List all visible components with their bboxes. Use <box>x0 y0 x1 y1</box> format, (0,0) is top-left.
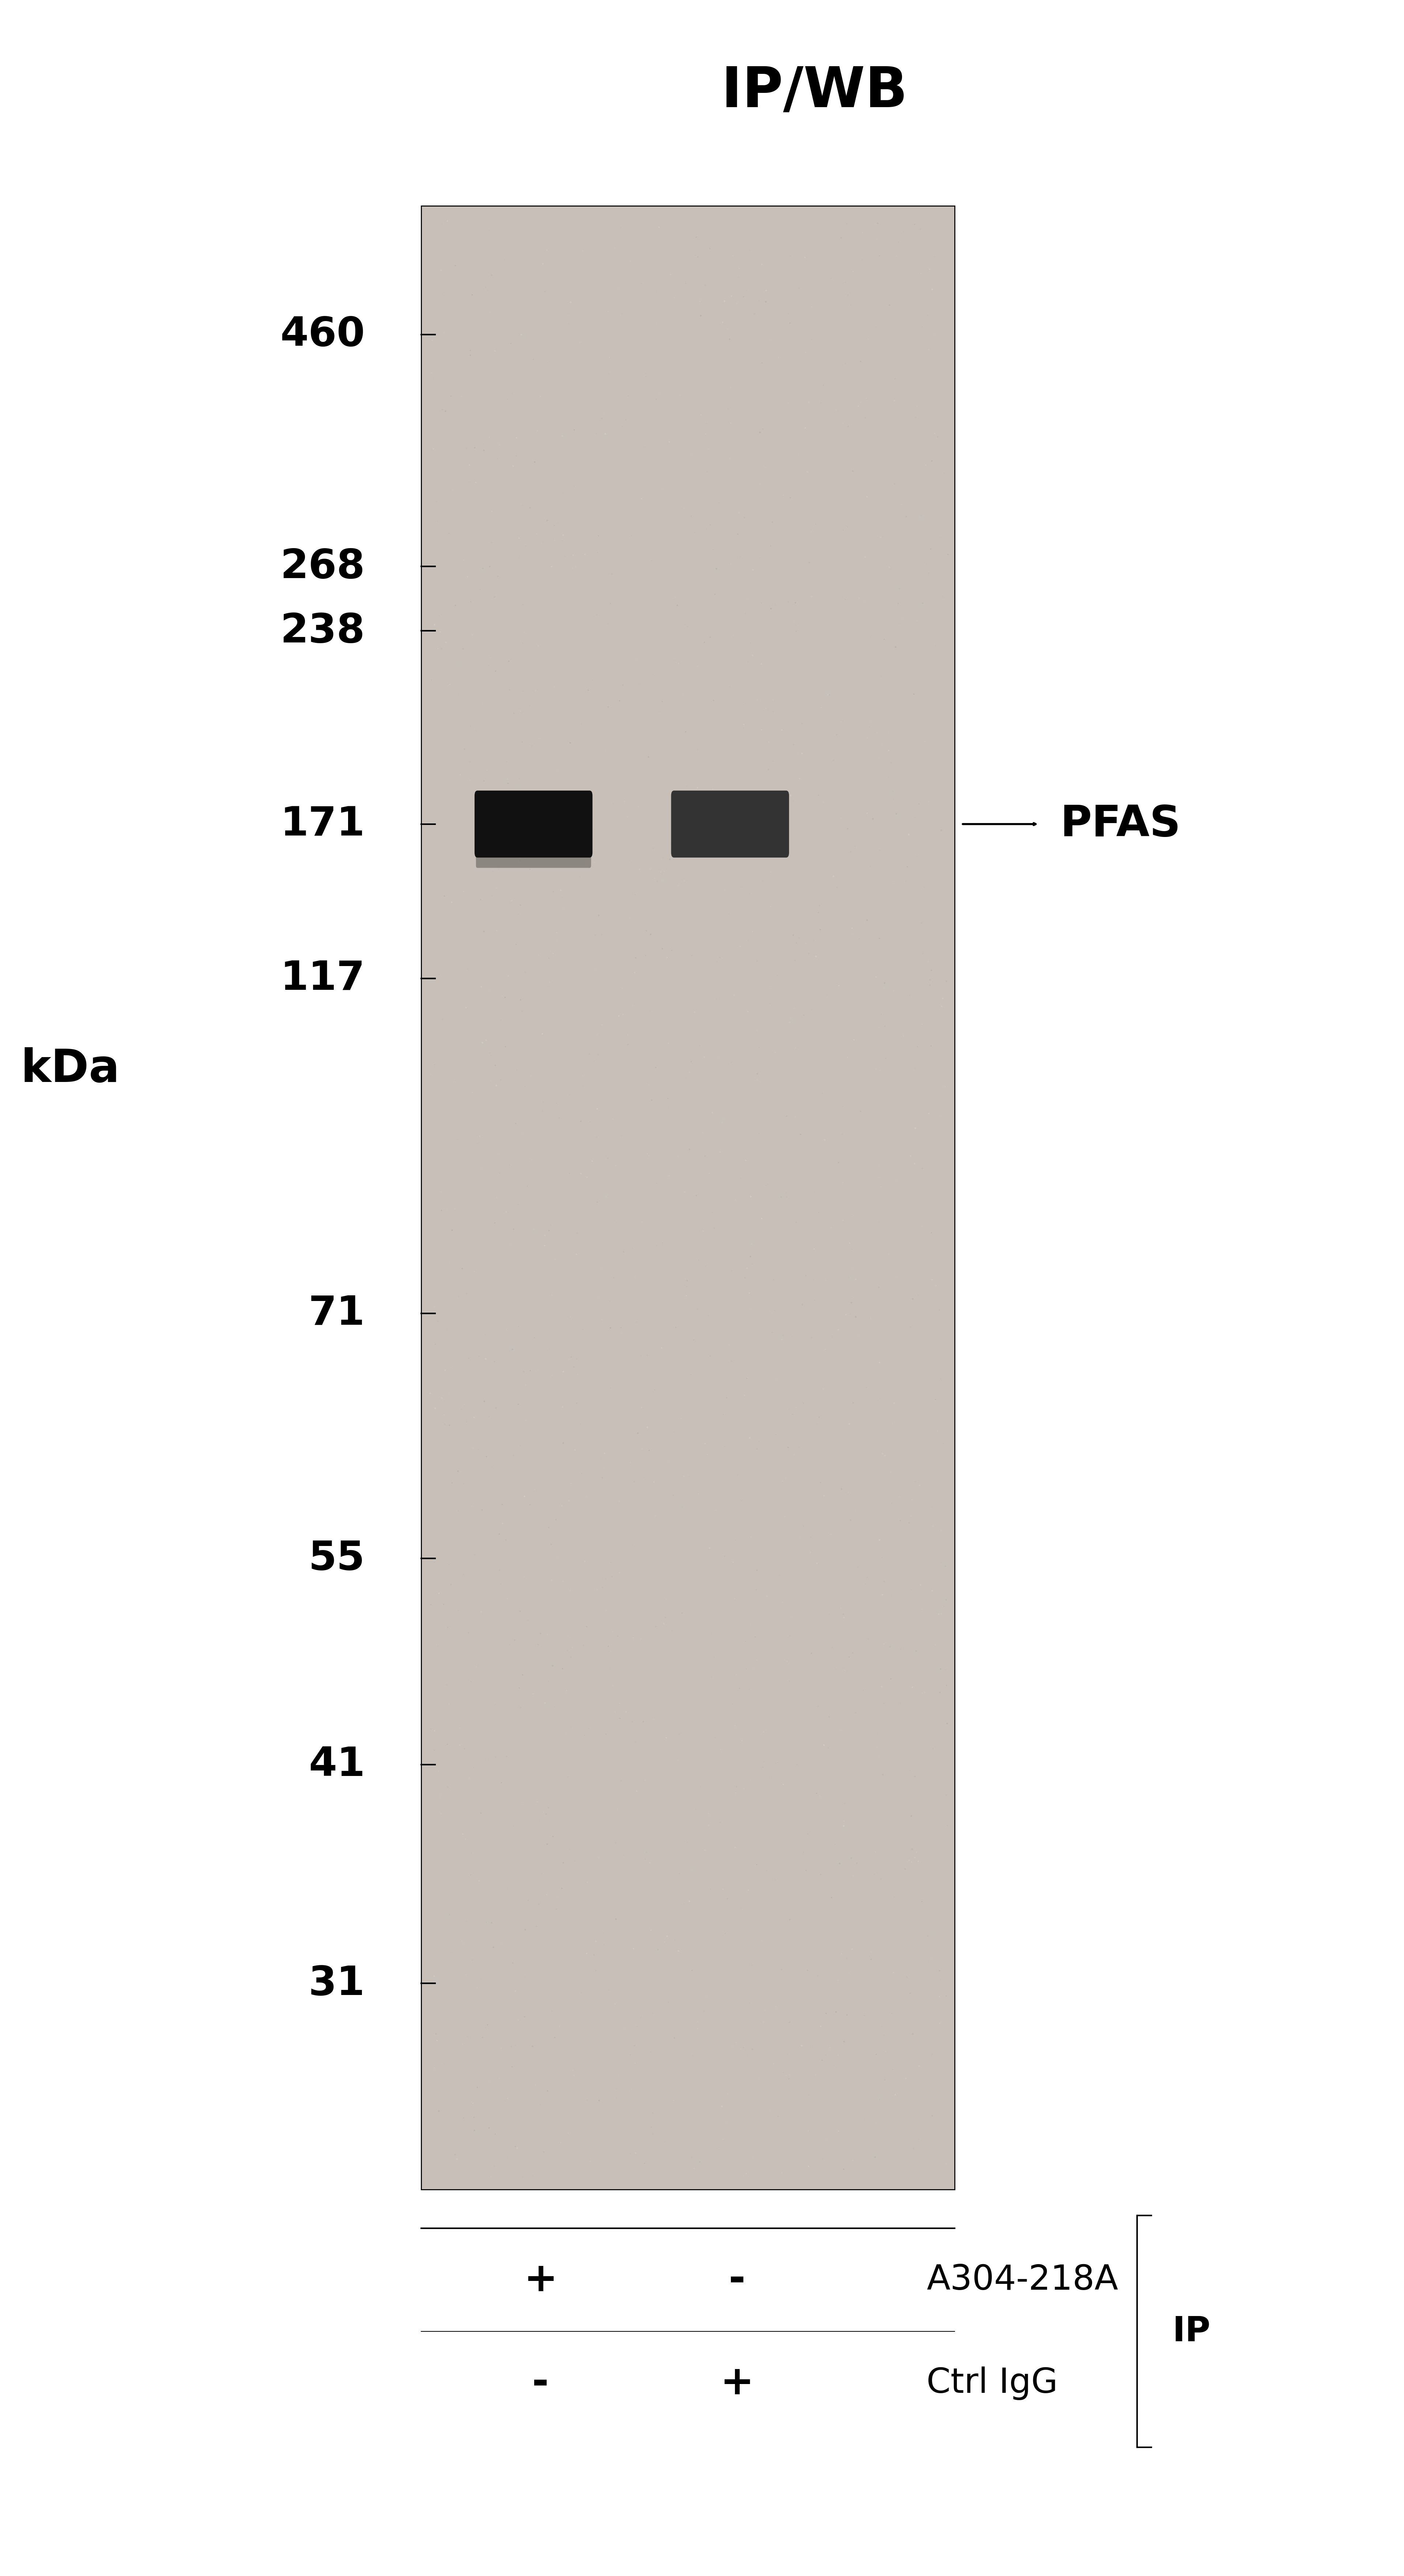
Text: 117: 117 <box>281 958 365 999</box>
FancyBboxPatch shape <box>671 791 789 858</box>
Text: -: - <box>532 2362 549 2403</box>
Text: +: + <box>720 2362 754 2403</box>
FancyBboxPatch shape <box>476 822 591 855</box>
FancyBboxPatch shape <box>476 835 591 868</box>
Text: A304-218A: A304-218A <box>927 2262 1118 2298</box>
Text: 238: 238 <box>281 611 365 652</box>
Text: Ctrl IgG: Ctrl IgG <box>927 2365 1059 2401</box>
Text: IP: IP <box>1172 2313 1210 2349</box>
FancyBboxPatch shape <box>476 809 591 842</box>
Text: 268: 268 <box>281 546 365 587</box>
Text: kDa: kDa <box>21 1046 119 1092</box>
Text: -: - <box>729 2259 746 2300</box>
FancyBboxPatch shape <box>475 791 592 858</box>
Text: 171: 171 <box>281 804 365 845</box>
Text: IP/WB: IP/WB <box>722 64 907 118</box>
Text: 71: 71 <box>309 1293 365 1334</box>
Text: 460: 460 <box>281 314 365 355</box>
Text: 31: 31 <box>309 1963 365 2004</box>
FancyBboxPatch shape <box>421 206 955 2190</box>
Text: 41: 41 <box>309 1744 365 1785</box>
Text: PFAS: PFAS <box>1060 804 1181 845</box>
Text: +: + <box>524 2259 557 2300</box>
Text: 55: 55 <box>309 1538 365 1579</box>
